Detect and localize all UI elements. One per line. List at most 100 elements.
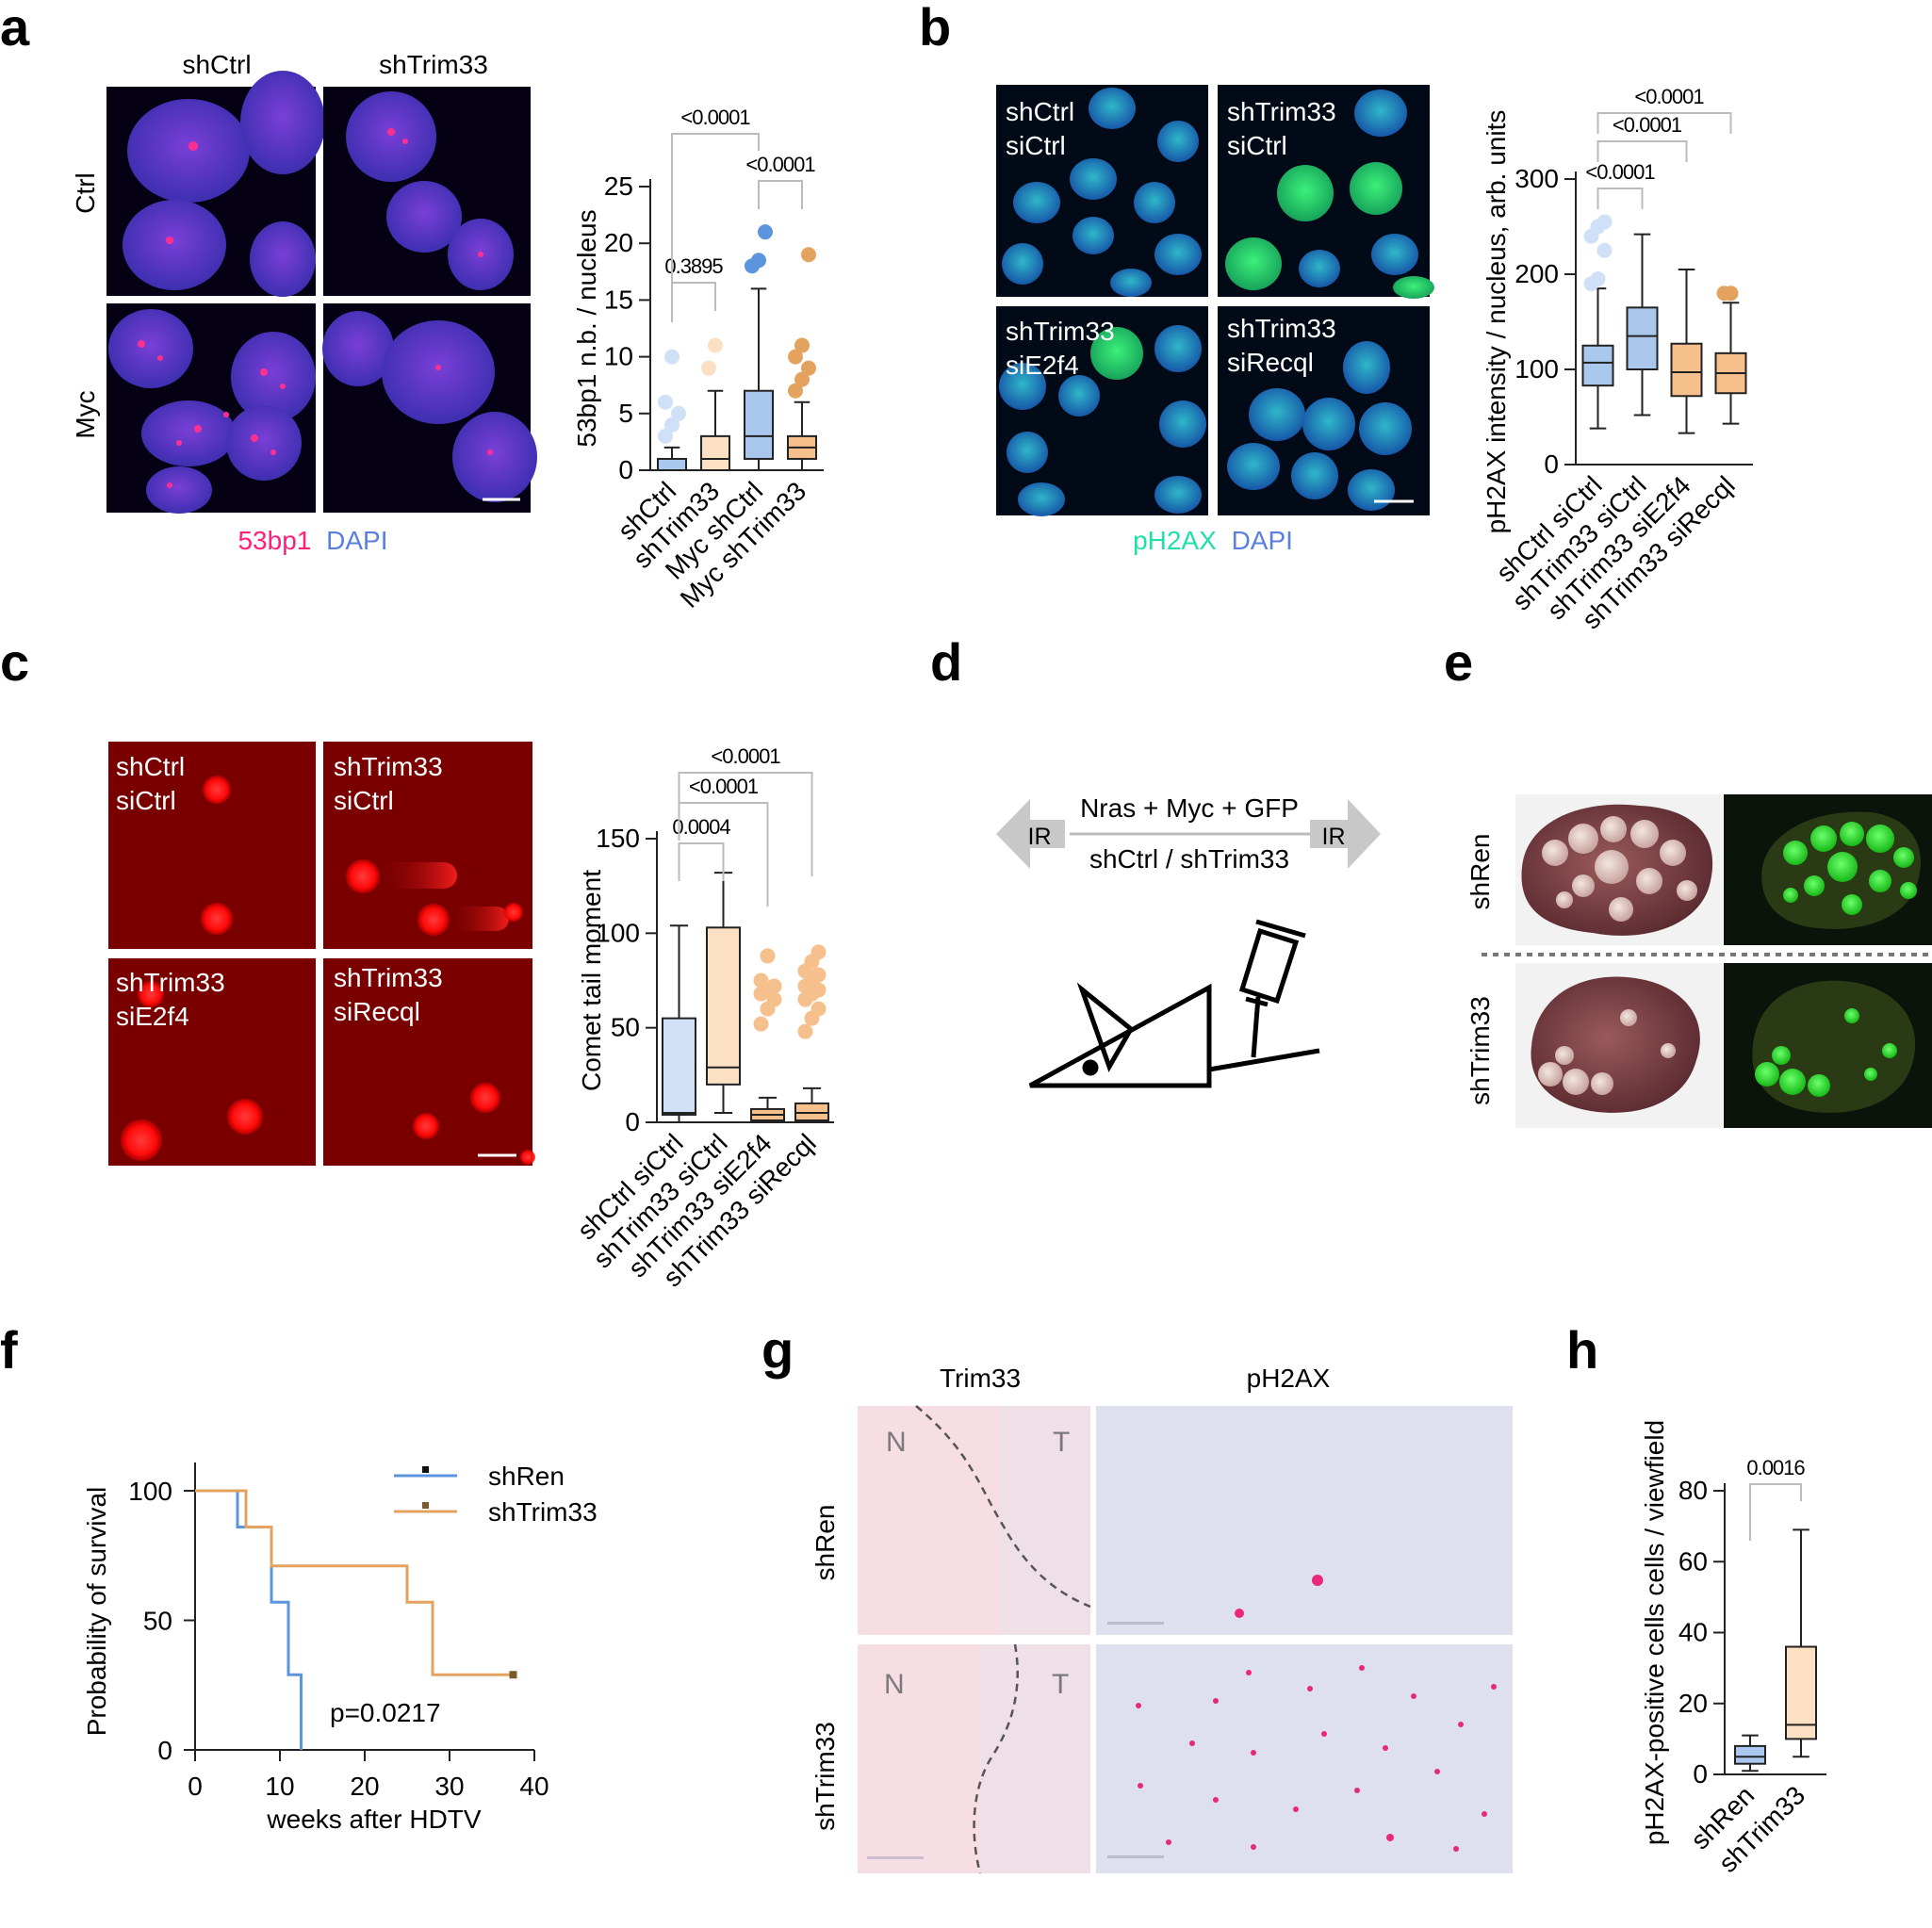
- significance-bracket: [1596, 188, 1644, 209]
- outlier-point: [797, 1023, 813, 1039]
- y-tick-label: 150: [596, 824, 640, 853]
- outlier-point: [1596, 214, 1613, 230]
- survival-line-0: [195, 1489, 303, 1750]
- box-1: [1785, 1645, 1817, 1740]
- region-n-label-1: N: [886, 1427, 907, 1458]
- panel-c-comet-images: shCtrl siCtrl shTrim33 siCtrl shTrim33 s…: [108, 742, 535, 1166]
- outlier-point: [801, 360, 816, 376]
- y-axis-label: 53bp1 n.b. / nucleus: [572, 209, 601, 447]
- panel-b-stain-legend: pH2AX DAPI: [1133, 526, 1293, 555]
- liver-photo-shtrim33: [1515, 963, 1723, 1128]
- p-value-label: <0.0001: [745, 153, 815, 176]
- histology-tile-trim33-shren: N T: [858, 1405, 1091, 1635]
- y-axis-label: pH2AX-positive cells cells / viewfield: [1640, 1420, 1669, 1845]
- outlier-point: [701, 360, 716, 376]
- p-value-label: 0.3895: [664, 254, 723, 278]
- tile-c2-label-2: siCtrl: [334, 786, 394, 815]
- outlier-point: [664, 349, 679, 365]
- panel-letter-c: c: [0, 632, 29, 692]
- comet-tile-c3: shTrim33 siE2f4: [108, 958, 316, 1166]
- micrograph-tile-b2: shTrim33 siCtrl: [1218, 85, 1434, 299]
- panel-e-row-label-2: shTrim33: [1465, 996, 1495, 1105]
- panel-letter-a: a: [0, 0, 30, 57]
- micrograph-tile-a4: [322, 303, 537, 513]
- comet-tile-c2: shTrim33 siCtrl: [323, 742, 532, 949]
- box-0: [657, 457, 687, 471]
- outlier-point: [658, 428, 673, 444]
- outlier-point: [760, 948, 776, 964]
- legend-label-0: shRen: [488, 1462, 565, 1491]
- panel-e-liver-images: shRen shTrim33: [1465, 794, 1932, 1128]
- outlier-point: [794, 337, 810, 353]
- y-tick-label: 0: [625, 1107, 640, 1136]
- outlier-point: [753, 1016, 769, 1032]
- y-tick-label: 0: [618, 455, 633, 484]
- liver-photo-shren: [1515, 794, 1723, 945]
- histology-tile-ph2ax-shtrim33: [1096, 1644, 1513, 1873]
- outlier-point: [1723, 286, 1739, 302]
- panel-a-micrographs: shCtrl shTrim33 Ctrl Myc: [71, 50, 537, 555]
- histology-tile-trim33-shtrim33: N T: [858, 1643, 1090, 1874]
- y-tick-label: 10: [604, 342, 633, 371]
- micrograph-tile-a2: [323, 87, 531, 296]
- box-3: [794, 1102, 829, 1121]
- panel-d-schematic: IR IR Nras + Myc + GFP shCtrl / shTrim33: [996, 793, 1381, 1088]
- y-tick-label: 20: [604, 228, 633, 257]
- p-value-label: <0.0001: [1585, 160, 1655, 184]
- chart-h-ph2ax-cells-boxplot: 0 20 40 60 80 pH2AX-positive cells cells / vi…: [1640, 1420, 1826, 1878]
- gfp-photo-shren: [1724, 794, 1932, 945]
- ir-arrow-right: [1310, 799, 1381, 869]
- box-0: [662, 1017, 696, 1116]
- histology-tile-ph2ax-shren: [1096, 1406, 1513, 1635]
- survival-line-1: [195, 1489, 514, 1676]
- tile-b4-label-1: shTrim33: [1227, 314, 1336, 343]
- significance-bracket: [758, 180, 803, 209]
- micrograph-tile-b1: shCtrl siCtrl: [996, 85, 1208, 297]
- censor-mark: [509, 1671, 517, 1679]
- construct-bottom-text: shCtrl / shTrim33: [1089, 844, 1289, 874]
- tile-c1-label-2: siCtrl: [116, 786, 176, 815]
- x-tick-label: 40: [519, 1772, 548, 1801]
- box-1: [706, 926, 741, 1086]
- outlier-point: [810, 944, 827, 960]
- y-tick-label: 200: [1514, 259, 1559, 288]
- mouse-icon: [1028, 982, 1320, 1088]
- tile-b1-label-1: shCtrl: [1006, 97, 1074, 126]
- y-tick-label: 25: [604, 172, 633, 201]
- significance-bracket: [678, 802, 769, 907]
- significance-bracket: [1596, 140, 1688, 162]
- outlier-point: [658, 394, 673, 410]
- ir-arrow-left: [996, 799, 1065, 869]
- outlier-point: [1590, 271, 1606, 287]
- tile-b4-label-2: siRecql: [1227, 348, 1314, 377]
- significance-bracket: [678, 772, 813, 876]
- tile-c4-label-2: siRecql: [334, 997, 420, 1026]
- x-tick-label: 20: [350, 1772, 379, 1801]
- tile-b2-label-1: shTrim33: [1227, 97, 1336, 126]
- panel-a-stain-legend: 53bp1 DAPI: [237, 526, 387, 555]
- box-1: [700, 434, 730, 472]
- y-tick-label: 20: [1678, 1689, 1708, 1718]
- box-2: [1670, 342, 1703, 398]
- syringe-icon: [1238, 919, 1306, 1058]
- box-0: [1734, 1744, 1766, 1765]
- y-tick-label: 5: [618, 399, 633, 428]
- y-tick-label: 0: [1544, 449, 1559, 479]
- micrograph-tile-b4: shTrim33 siRecql: [1218, 306, 1430, 515]
- panel-letter-h: h: [1566, 1320, 1598, 1380]
- comet-tile-c1: shCtrl siCtrl: [108, 742, 316, 949]
- tile-c3-label-1: shTrim33: [116, 968, 225, 997]
- stain-dapi-label-b: DAPI: [1232, 526, 1293, 555]
- ir-label-left: IR: [1028, 824, 1052, 850]
- y-axis-label: Probability of survival: [82, 1487, 111, 1737]
- p-value-label: <0.0001: [1613, 113, 1682, 137]
- y-tick-label: 40: [1678, 1618, 1708, 1647]
- y-tick-label: 300: [1514, 164, 1559, 193]
- significance-bracket: [1596, 112, 1732, 134]
- legend-label-1: shTrim33: [488, 1497, 598, 1527]
- chart-f-survival-curve: 0 50 100 0 10 20 30 40 weeks after HDTV Probabili…: [82, 1462, 598, 1834]
- panel-a-col-label-2: shTrim33: [379, 50, 488, 79]
- p-value-label: 0.0016: [1746, 1456, 1805, 1479]
- outlier-point: [708, 337, 723, 353]
